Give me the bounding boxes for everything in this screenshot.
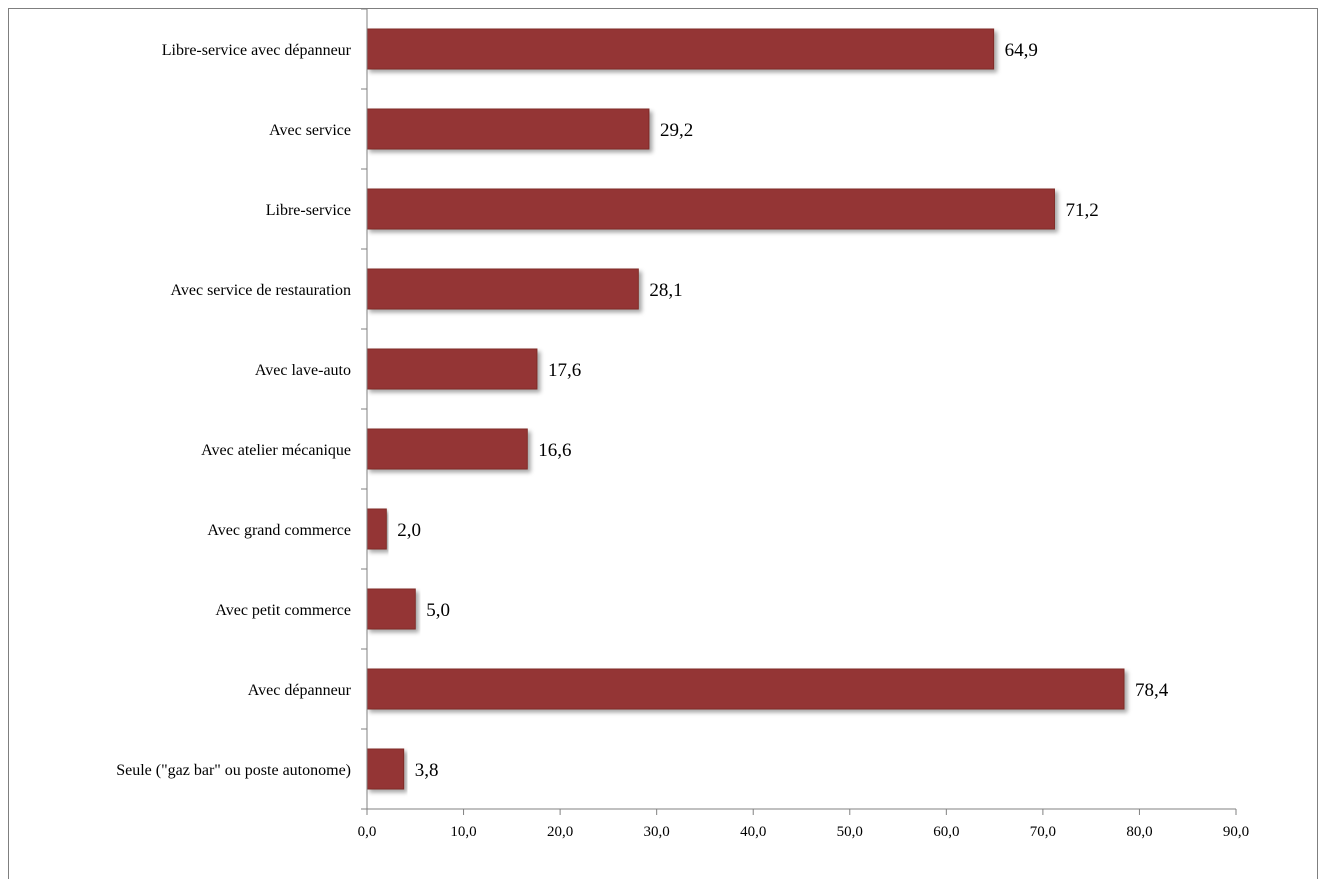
value-label: 5,0 — [426, 600, 450, 621]
x-tick-label: 90,0 — [1223, 824, 1249, 840]
value-label: 29,2 — [660, 120, 693, 141]
bar — [366, 428, 528, 470]
bar — [366, 268, 639, 310]
x-tick-label: 80,0 — [1126, 824, 1152, 840]
bar — [366, 348, 538, 390]
bar — [366, 748, 405, 790]
chart-frame: 0,0 10,0 20,0 30,0 40,0 50,0 60,0 70,0 80,0 90,0 L… — [8, 8, 1318, 879]
x-tick-label: 40,0 — [740, 824, 766, 840]
x-tick-label: 50,0 — [837, 824, 863, 840]
bar — [366, 508, 387, 550]
category-label: Libre-service — [266, 202, 351, 219]
bar — [366, 668, 1125, 710]
x-tick-label: 20,0 — [547, 824, 573, 840]
value-label: 28,1 — [649, 280, 682, 301]
value-label: 17,6 — [548, 360, 581, 381]
x-tick-label: 10,0 — [450, 824, 476, 840]
category-label: Avec service de restauration — [171, 282, 352, 299]
x-tick-label: 0,0 — [358, 824, 377, 840]
x-tick-label: 30,0 — [644, 824, 670, 840]
bar — [366, 188, 1055, 230]
category-label: Avec lave-auto — [255, 362, 351, 379]
bar — [366, 588, 416, 630]
category-label: Avec grand commerce — [207, 522, 351, 539]
x-tick-label: 70,0 — [1030, 824, 1056, 840]
value-label: 3,8 — [415, 760, 439, 781]
value-label: 16,6 — [538, 440, 571, 461]
value-label: 71,2 — [1065, 200, 1098, 221]
value-label: 64,9 — [1005, 40, 1038, 61]
value-label: 78,4 — [1135, 680, 1169, 701]
category-label: Libre-service avec dépanneur — [162, 42, 352, 59]
category-label: Avec atelier mécanique — [201, 442, 351, 459]
category-label: Avec dépanneur — [248, 682, 352, 699]
category-label: Avec petit commerce — [215, 602, 351, 619]
bar — [366, 108, 650, 150]
value-label: 2,0 — [397, 520, 421, 541]
x-tick-label: 60,0 — [933, 824, 959, 840]
category-label: Seule ("gaz bar" ou poste autonome) — [116, 762, 351, 779]
bar-chart: 0,0 10,0 20,0 30,0 40,0 50,0 60,0 70,0 80,0 90,0 L… — [116, 9, 1249, 840]
bar — [366, 28, 995, 70]
category-label: Avec service — [269, 122, 351, 139]
